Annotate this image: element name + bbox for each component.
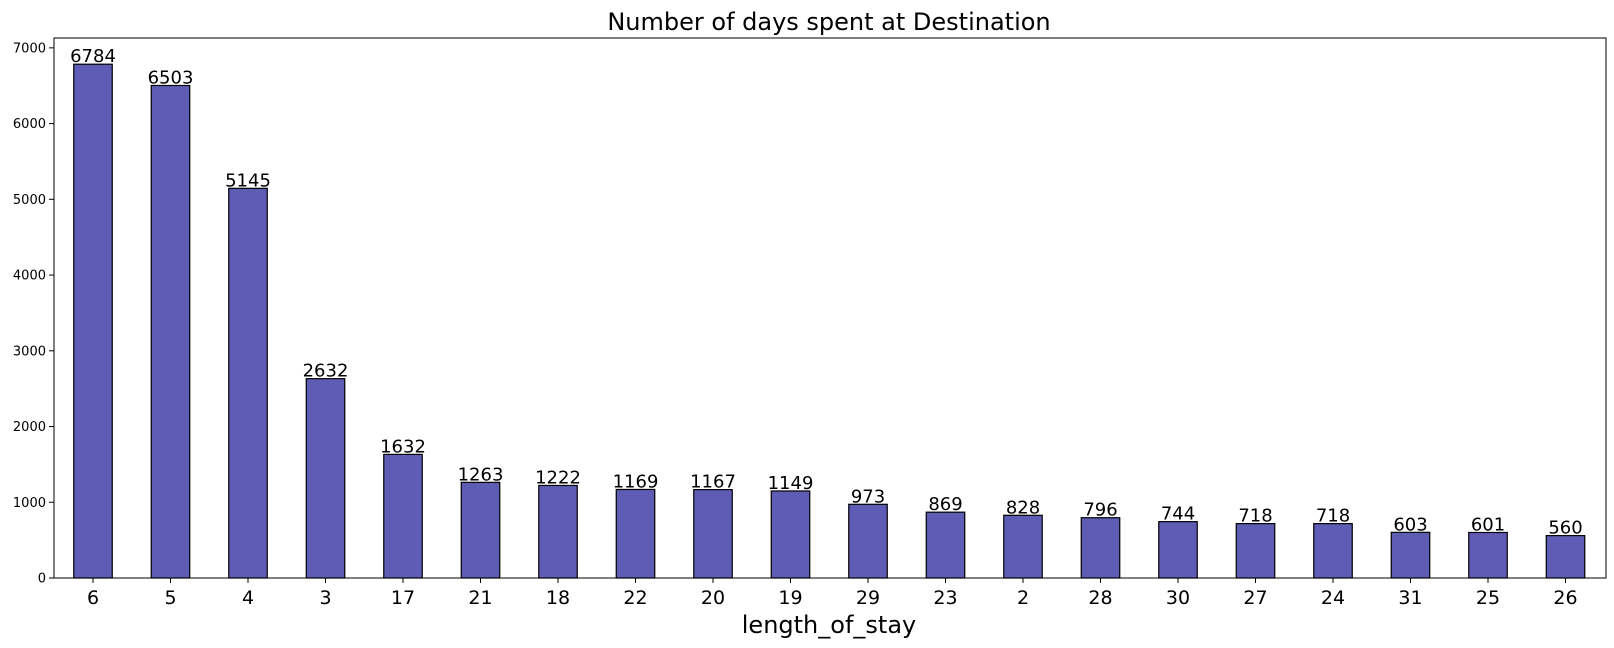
bar-26 <box>1545 534 1586 579</box>
x-tick-label-17: 17 <box>391 587 415 609</box>
data-label-28: 796 <box>1083 500 1117 521</box>
y-tick-label: 5000 <box>13 193 46 208</box>
y-tick-label: 6000 <box>13 117 46 132</box>
x-tick-label-18: 18 <box>546 587 570 609</box>
data-label-18: 1222 <box>535 467 581 488</box>
data-label-17: 1632 <box>380 436 426 457</box>
x-tick-label-20: 20 <box>701 587 725 609</box>
bar-4 <box>228 187 268 579</box>
chart-title: Number of days spent at Destination <box>607 8 1050 36</box>
data-label-24: 718 <box>1316 506 1350 527</box>
data-label-21: 1263 <box>458 464 504 485</box>
bar-25 <box>1468 531 1508 579</box>
data-label-6: 6784 <box>70 46 116 67</box>
x-tick-label-25: 25 <box>1476 587 1500 609</box>
y-tick-label: 3000 <box>13 344 46 359</box>
x-tick-label-2: 2 <box>1017 587 1029 609</box>
x-tick-label-29: 29 <box>856 587 880 609</box>
plot-frame <box>53 37 1607 579</box>
data-label-2: 828 <box>1006 497 1040 518</box>
y-tick-label: 2000 <box>13 420 46 435</box>
x-tick-label-24: 24 <box>1321 587 1345 609</box>
data-label-19: 1149 <box>768 473 814 494</box>
x-tick-label-22: 22 <box>623 587 647 609</box>
bars: 6784 6503 5145 2632 1632 1263 1222 1169 1167 1149… <box>70 46 1586 579</box>
y-axis: 0 1000 2000 3000 4000 5000 6000 7000 <box>13 41 54 587</box>
x-tick-label-31: 31 <box>1398 587 1422 609</box>
x-tick-label-3: 3 <box>319 587 331 609</box>
x-tick-label-21: 21 <box>468 587 492 609</box>
bar-28 <box>1080 517 1121 579</box>
x-tick-label-27: 27 <box>1243 587 1267 609</box>
x-tick-label-26: 26 <box>1553 587 1577 609</box>
bar-22 <box>615 488 656 579</box>
bar-19 <box>770 490 811 579</box>
data-label-29: 973 <box>851 486 885 507</box>
x-tick-label-4: 4 <box>242 587 254 609</box>
data-label-26: 560 <box>1548 518 1582 539</box>
data-label-4: 5145 <box>225 170 271 191</box>
y-tick-label: 1000 <box>13 496 46 511</box>
bar-24 <box>1313 523 1353 579</box>
x-tick-label-28: 28 <box>1088 587 1112 609</box>
data-label-5: 6503 <box>148 67 194 88</box>
x-tick-label-6: 6 <box>87 587 99 609</box>
bar-23 <box>925 511 966 579</box>
data-label-27: 718 <box>1238 506 1272 527</box>
bar-31 <box>1390 531 1431 579</box>
y-tick-label: 4000 <box>13 269 46 284</box>
data-label-3: 2632 <box>303 361 349 382</box>
bar-30 <box>1158 521 1198 579</box>
data-label-23: 869 <box>928 494 962 515</box>
data-label-30: 744 <box>1161 504 1195 525</box>
data-label-31: 603 <box>1393 514 1427 535</box>
bar-5 <box>150 84 191 579</box>
x-tick-label-30: 30 <box>1166 587 1190 609</box>
y-tick-label: 0 <box>38 572 46 587</box>
bar-6 <box>73 63 113 579</box>
y-tick-label: 7000 <box>13 41 46 56</box>
x-axis: 6 5 4 3 17 21 18 22 20 19 29 23 2 28 30 27 24 31 25 26 <box>87 578 1578 609</box>
data-label-25: 601 <box>1471 514 1505 535</box>
bar-2 <box>1003 514 1043 579</box>
data-label-22: 1169 <box>613 471 659 492</box>
bar-20 <box>693 489 733 579</box>
x-axis-label: length_of_stay <box>742 611 916 639</box>
bar-21 <box>460 481 501 579</box>
bar-29 <box>848 503 888 579</box>
bar-18 <box>538 484 578 579</box>
x-tick-label-23: 23 <box>933 587 957 609</box>
x-tick-label-19: 19 <box>778 587 802 609</box>
x-tick-label-5: 5 <box>164 587 176 609</box>
bar-17 <box>383 453 423 579</box>
bar-27 <box>1235 523 1276 579</box>
data-label-20: 1167 <box>690 472 736 493</box>
bar-3 <box>305 378 346 579</box>
